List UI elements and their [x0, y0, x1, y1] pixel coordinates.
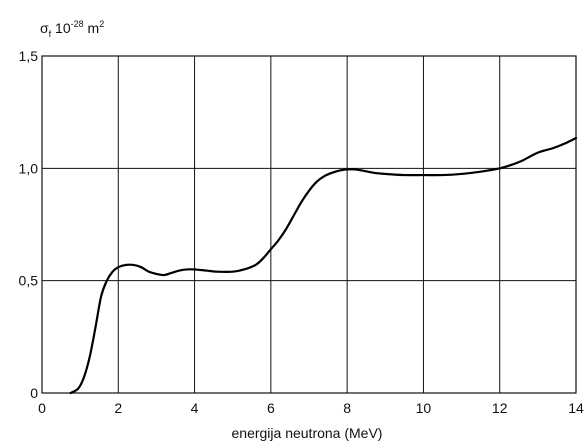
x-tick-label: 8: [343, 400, 351, 416]
y-tick-label: 0: [30, 385, 38, 401]
grid: [42, 56, 576, 393]
y-axis-multiplier: 10: [51, 20, 71, 36]
series-layer: [69, 136, 578, 395]
x-tick-label: 2: [114, 400, 122, 416]
x-axis-title: energija neutrona (MeV): [232, 425, 383, 441]
plot-frame: [41, 55, 577, 394]
y-tick-label: 1,0: [19, 160, 39, 176]
x-tick-label: 10: [416, 400, 432, 416]
x-tick-label: 6: [267, 400, 275, 416]
tick-labels: 0 2 4 6 8 10 12 14 0 0,5 1,0 1,5: [19, 48, 584, 416]
y-tick-label: 1,5: [19, 48, 39, 64]
x-tick-label: 14: [568, 400, 584, 416]
y-tick-label: 0,5: [19, 273, 39, 289]
x-tick-label: 12: [492, 400, 508, 416]
y-axis-exponent: -28: [71, 19, 84, 29]
plot-border: [41, 55, 577, 394]
series-line-0: [69, 136, 578, 395]
y-axis-unit: m: [84, 20, 100, 36]
y-axis-symbol-subscript: f: [49, 29, 52, 39]
y-axis-symbol: σ: [40, 20, 49, 36]
x-tick-label: 4: [191, 400, 199, 416]
x-tick-label: 0: [38, 400, 46, 416]
y-axis-unit-exponent: 2: [99, 19, 104, 29]
y-axis-title: σf 10-28 m2: [40, 19, 104, 39]
